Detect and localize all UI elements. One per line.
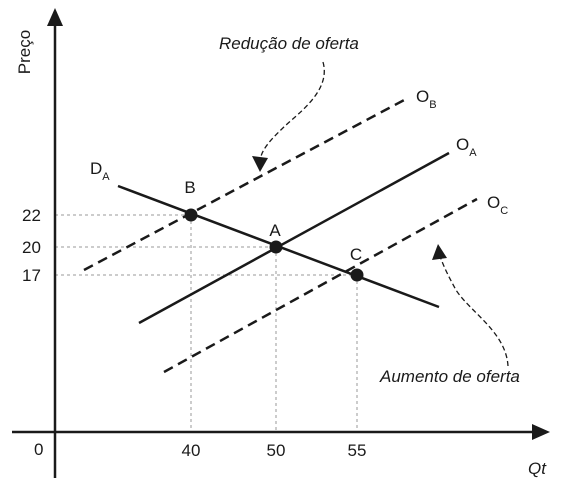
increase-arrow-head-icon (432, 244, 447, 260)
increase-arrow (439, 255, 509, 367)
supply-line-b (83, 96, 409, 272)
point-a-marker (269, 240, 283, 254)
supply-c-label: OC (487, 193, 508, 217)
increase-annotation: Aumento de oferta (379, 367, 520, 386)
y-tick-17: 17 (22, 266, 41, 285)
point-a-label: A (269, 221, 281, 240)
point-b-marker (184, 208, 198, 222)
y-tick-22: 22 (22, 206, 41, 225)
x-tick-50: 50 (267, 441, 286, 460)
point-c-marker (350, 268, 364, 282)
reduction-annotation: Redução de oferta (219, 34, 359, 53)
x-tick-55: 55 (348, 441, 367, 460)
supply-line-a (138, 151, 450, 325)
y-axis-arrow-icon (47, 8, 63, 26)
origin-label: 0 (34, 440, 43, 459)
reduction-arrow (259, 61, 325, 161)
demand-label: DA (90, 159, 110, 183)
y-tick-20: 20 (22, 238, 41, 257)
x-axis-label: Qt (528, 459, 547, 478)
guide-lines (55, 214, 358, 432)
point-c-label: C (350, 245, 362, 264)
supply-b-label: OB (416, 87, 437, 111)
supply-line-c (163, 197, 478, 374)
reduction-arrow-head-icon (252, 156, 268, 172)
point-b-label: B (184, 178, 195, 197)
x-axis-arrow-icon (532, 424, 550, 440)
y-axis-label: Preço (15, 30, 34, 74)
x-tick-40: 40 (182, 441, 201, 460)
supply-a-label: OA (456, 135, 477, 159)
